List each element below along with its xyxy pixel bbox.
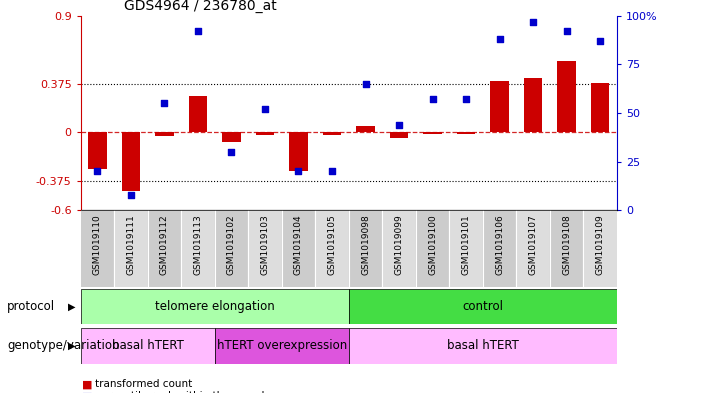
Point: [125, 191, 137, 198]
Text: GSM1019111: GSM1019111: [126, 214, 135, 275]
Text: GSM1019107: GSM1019107: [529, 214, 538, 275]
Text: GSM1019099: GSM1019099: [395, 214, 404, 275]
Bar: [148, 210, 181, 287]
Text: ■: ■: [83, 379, 93, 389]
Bar: [122, 132, 140, 191]
Point: [192, 28, 203, 35]
Text: ■: ■: [83, 391, 93, 393]
Bar: [550, 210, 583, 287]
Bar: [322, 132, 341, 135]
Bar: [356, 126, 375, 132]
Text: GSM1019101: GSM1019101: [461, 214, 470, 275]
Text: GSM1019103: GSM1019103: [261, 214, 269, 275]
Bar: [155, 132, 174, 136]
Bar: [290, 132, 308, 171]
Bar: [449, 210, 483, 287]
Point: [461, 96, 472, 103]
Bar: [222, 132, 240, 141]
Text: percentile rank within the sample: percentile rank within the sample: [95, 391, 271, 393]
Text: GSM1019106: GSM1019106: [495, 214, 504, 275]
Bar: [256, 132, 274, 135]
Bar: [583, 210, 617, 287]
Text: GSM1019113: GSM1019113: [193, 214, 203, 275]
Text: GSM1019100: GSM1019100: [428, 214, 437, 275]
Bar: [423, 132, 442, 134]
Point: [92, 168, 103, 174]
Text: hTERT overexpression: hTERT overexpression: [217, 339, 347, 353]
Bar: [88, 132, 107, 169]
Point: [393, 121, 404, 128]
Bar: [81, 210, 114, 287]
Bar: [282, 210, 315, 287]
Bar: [189, 96, 207, 132]
Bar: [81, 328, 215, 364]
Text: GSM1019098: GSM1019098: [361, 214, 370, 275]
Point: [293, 168, 304, 174]
Bar: [416, 210, 449, 287]
Bar: [315, 210, 349, 287]
Text: GSM1019112: GSM1019112: [160, 214, 169, 275]
Bar: [524, 78, 543, 132]
Point: [159, 100, 170, 107]
Bar: [349, 210, 382, 287]
Point: [226, 149, 237, 155]
Bar: [181, 210, 215, 287]
Bar: [390, 132, 408, 138]
Text: GDS4964 / 236780_at: GDS4964 / 236780_at: [123, 0, 276, 13]
Bar: [248, 210, 282, 287]
Text: genotype/variation: genotype/variation: [7, 339, 119, 353]
Text: ▶: ▶: [67, 341, 75, 351]
Point: [327, 168, 338, 174]
Text: control: control: [463, 300, 503, 313]
Text: basal hTERT: basal hTERT: [111, 339, 184, 353]
Point: [427, 96, 438, 103]
Bar: [483, 210, 517, 287]
Text: GSM1019110: GSM1019110: [93, 214, 102, 275]
Text: GSM1019104: GSM1019104: [294, 214, 303, 275]
Bar: [591, 83, 609, 132]
Text: GSM1019108: GSM1019108: [562, 214, 571, 275]
Point: [594, 38, 606, 44]
Text: telomere elongation: telomere elongation: [155, 300, 275, 313]
Bar: [349, 289, 617, 324]
Bar: [215, 328, 349, 364]
Text: GSM1019102: GSM1019102: [227, 214, 236, 275]
Bar: [557, 61, 576, 132]
Point: [527, 18, 538, 25]
Text: transformed count: transformed count: [95, 379, 192, 389]
Bar: [517, 210, 550, 287]
Bar: [382, 210, 416, 287]
Point: [259, 106, 271, 112]
Bar: [349, 328, 617, 364]
Point: [494, 36, 505, 42]
Bar: [491, 81, 509, 132]
Text: ▶: ▶: [67, 301, 75, 312]
Point: [561, 28, 572, 35]
Bar: [215, 210, 248, 287]
Text: protocol: protocol: [7, 300, 55, 313]
Bar: [114, 210, 148, 287]
Point: [360, 81, 371, 87]
Text: GSM1019105: GSM1019105: [327, 214, 336, 275]
Text: basal hTERT: basal hTERT: [447, 339, 519, 353]
Bar: [457, 132, 475, 134]
Bar: [81, 289, 349, 324]
Text: GSM1019109: GSM1019109: [596, 214, 605, 275]
